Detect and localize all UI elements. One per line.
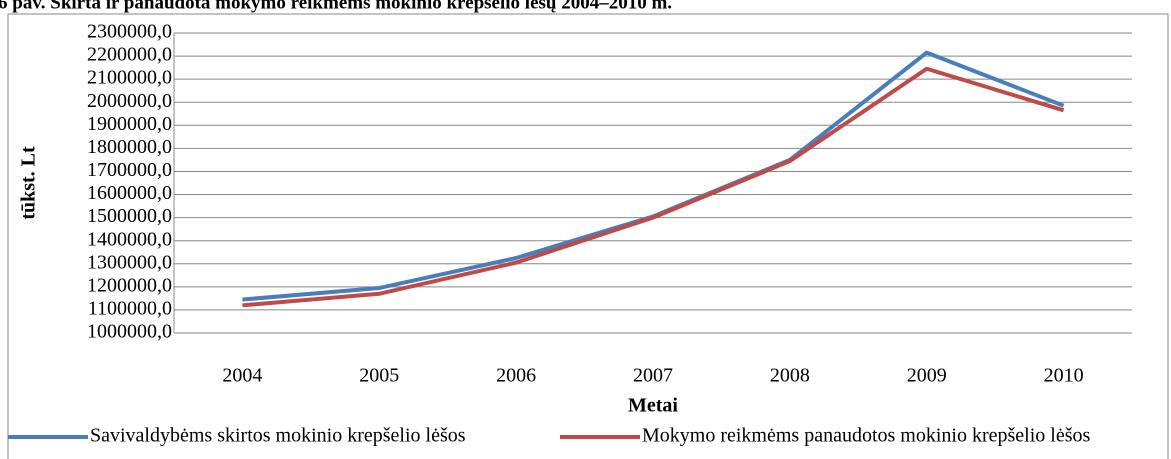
legend-label: Savivaldybėms skirtos mokinio krepšelio … — [90, 425, 466, 447]
y-tick-label: 2000000,0 — [87, 90, 172, 112]
y-tick-label: 1600000,0 — [87, 182, 172, 204]
y-tick-label: 1100000,0 — [88, 298, 172, 320]
y-tick-label: 1400000,0 — [87, 228, 172, 250]
y-tick-label: 2100000,0 — [87, 67, 172, 89]
legend-label: Mokymo reikmėms panaudotos mokinio krepš… — [642, 425, 1090, 447]
y-tick-label: 1700000,0 — [87, 159, 172, 181]
x-tick-label: 2009 — [907, 365, 947, 387]
x-tick-label: 2007 — [633, 365, 673, 387]
x-tick-label: 2005 — [359, 365, 399, 387]
y-axis-label: tūkst. Lt — [18, 146, 40, 220]
x-axis-label: Metai — [628, 395, 678, 417]
x-tick-label: 2008 — [770, 365, 810, 387]
chart-frame — [7, 13, 1169, 459]
x-tick-label: 2010 — [1044, 365, 1084, 387]
y-tick-label: 1000000,0 — [87, 321, 172, 343]
y-tick-label: 1200000,0 — [87, 274, 172, 296]
y-tick-label: 1500000,0 — [87, 205, 172, 227]
x-tick-label: 2006 — [496, 365, 536, 387]
series-line — [242, 66, 1065, 308]
chart-title: 6 pav. Skirta ir panaudota mokymo reikmė… — [0, 0, 672, 13]
x-tick-label: 2004 — [222, 365, 262, 387]
y-tick-label: 2300000,0 — [87, 21, 172, 43]
y-tick-label: 2200000,0 — [87, 44, 172, 66]
series-line — [242, 50, 1065, 302]
y-tick-label: 1800000,0 — [87, 136, 172, 158]
y-tick-label: 1900000,0 — [87, 113, 172, 135]
y-tick-label: 1300000,0 — [87, 251, 172, 273]
